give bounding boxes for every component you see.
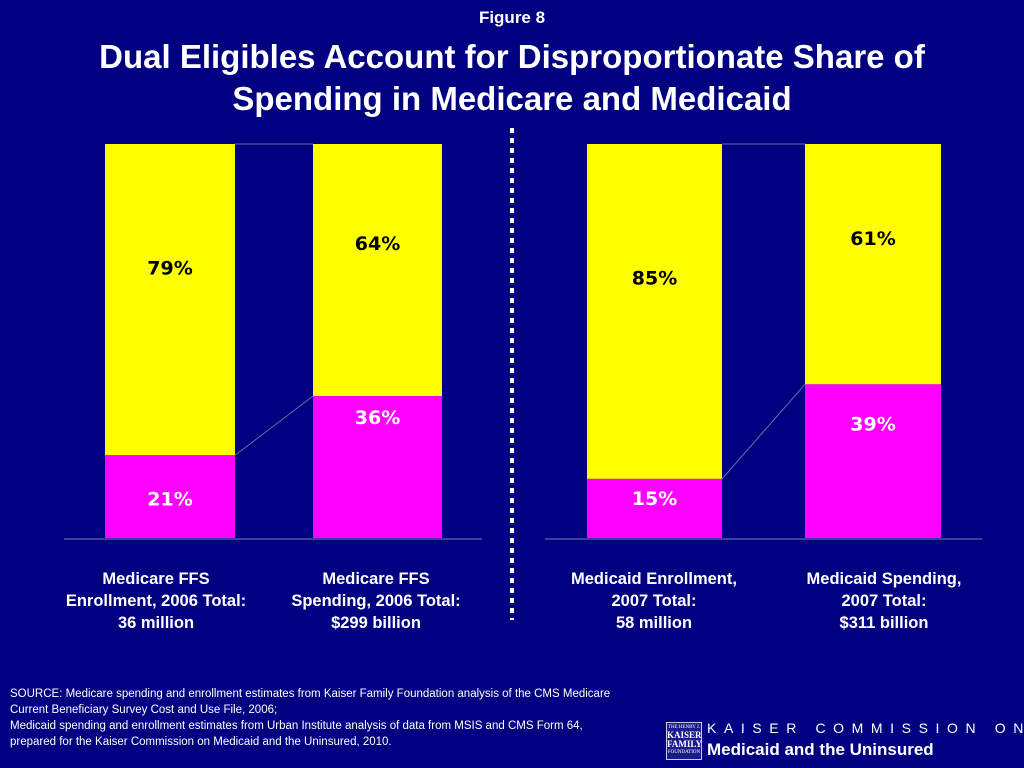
connector-split-0 <box>234 395 314 456</box>
chart-title-line-2: Spending in Medicare and Medicaid <box>232 80 792 117</box>
data-label-dual-medicaid-spending: 39% <box>850 413 895 435</box>
data-label-others-medicaid-enrollment: 85% <box>632 268 677 290</box>
kaiser-foundation-logo: THE HENRY J. KAISER FAMILY FOUNDATION <box>666 722 702 760</box>
data-label-others-medicaid-spending: 61% <box>850 228 895 250</box>
source-note: SOURCE: Medicare spending and enrollment… <box>10 688 611 748</box>
category-label-medicare-spending: Medicare FFS Spending, 2006 Total: $299 … <box>291 570 461 632</box>
figure-label: Figure 8 <box>478 8 546 27</box>
organization-name-line-2: Medicaid and the Uninsured <box>707 740 934 759</box>
bar-dual-medicaid-enrollment <box>587 478 722 538</box>
category-label-medicaid-spending: Medicaid Spending, 2007 Total: $311 bill… <box>806 570 962 632</box>
connector-split-1 <box>721 384 806 480</box>
data-label-dual-medicare-enrollment: 21% <box>147 488 192 510</box>
data-label-dual-medicare-spending: 36% <box>355 407 400 429</box>
bar-others-medicare-spending <box>313 144 442 397</box>
bar-others-medicare-enrollment <box>105 144 235 456</box>
organization-name-line-1: KAISER COMMISSION ON <box>707 720 1024 736</box>
bar-dual-medicaid-spending <box>805 384 941 538</box>
chart-title: Dual Eligibles Account for Disproportion… <box>0 36 1024 120</box>
data-label-others-medicare-spending: 64% <box>355 233 400 255</box>
data-label-dual-medicaid-enrollment: 15% <box>632 488 677 510</box>
category-label-medicaid-enrollment: Medicaid Enrollment, 2007 Total: 58 mill… <box>571 570 737 632</box>
bar-dual-medicare-spending <box>313 396 442 538</box>
bar-others-medicaid-spending <box>805 144 941 385</box>
category-label-medicare-enrollment: Medicare FFS Enrollment, 2006 Total: 36 … <box>65 570 247 632</box>
bar-dual-medicare-enrollment <box>105 455 235 538</box>
data-label-others-medicare-enrollment: 79% <box>147 258 192 280</box>
chart-title-line-1: Dual Eligibles Account for Disproportion… <box>99 38 925 75</box>
bar-others-medicaid-enrollment <box>587 144 722 479</box>
